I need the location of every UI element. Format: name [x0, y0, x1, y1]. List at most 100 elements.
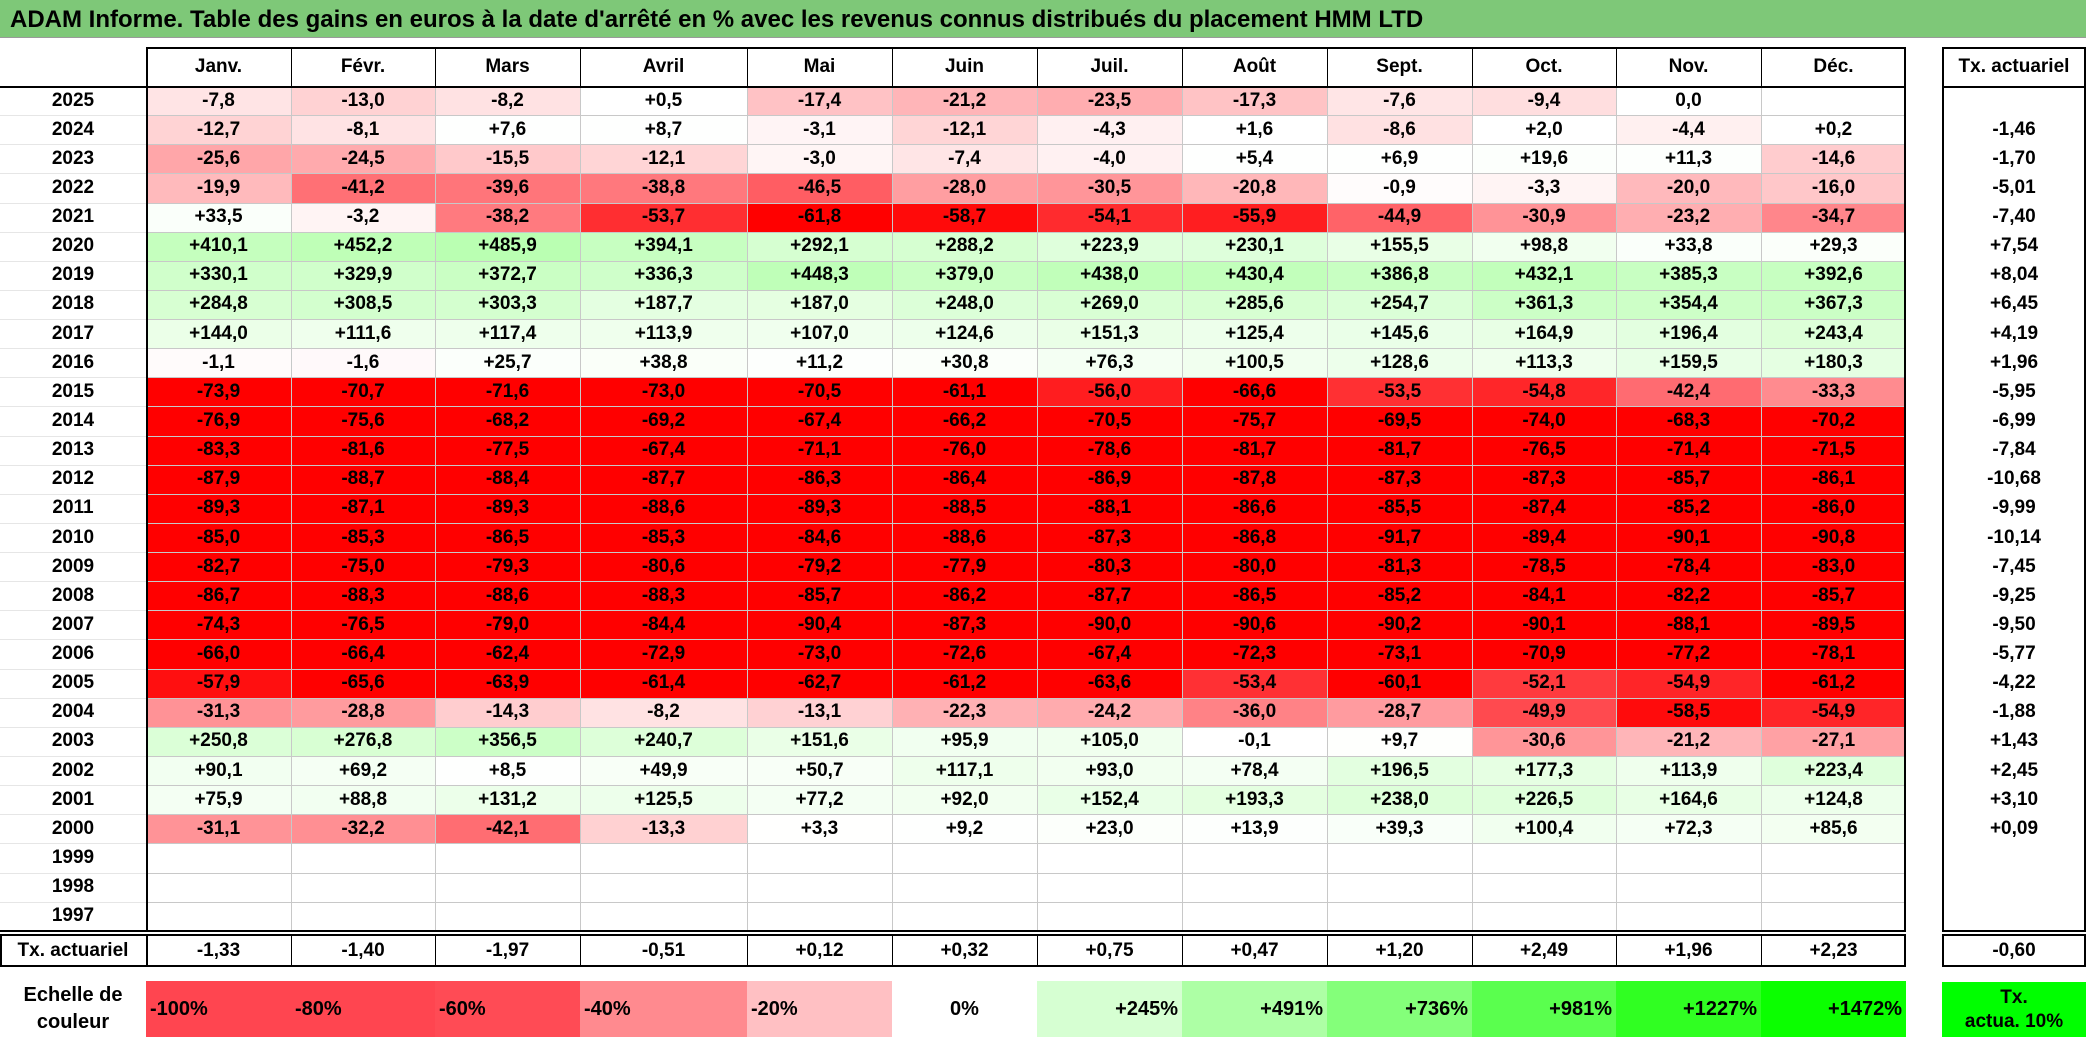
footer-label: Tx. actuariel	[17, 939, 129, 961]
year-label: 2002	[51, 759, 95, 781]
legend-label-line2: couleur	[36, 1011, 110, 1033]
heatmap-cell: -54,9	[1761, 697, 1906, 727]
heatmap-cell	[1616, 872, 1761, 902]
heatmap-cell: -87,3	[1037, 522, 1182, 553]
legend-stop: +1472%	[1761, 981, 1906, 1037]
row-gridline	[0, 610, 146, 612]
heatmap-cell: -24,2	[1037, 697, 1182, 727]
heatmap-cell: +113,3	[1472, 348, 1616, 378]
legend-label-line1: Echelle de	[23, 984, 123, 1006]
heatmap-cell: -20,0	[1616, 173, 1761, 203]
annual-rate-cell: +0,09	[1989, 817, 2039, 839]
annual-rate-cell: -9,25	[1992, 584, 2036, 606]
heatmap-cell: -75,0	[291, 552, 435, 582]
heatmap-cell: +187,0	[747, 289, 892, 320]
footer-rate-cell: +2,49	[1519, 939, 1569, 961]
heatmap-cell: -54,9	[1616, 668, 1761, 698]
row-gridline	[146, 901, 1906, 903]
heatmap-cell: +105,0	[1037, 726, 1182, 756]
heatmap-cell: -66,2	[892, 406, 1037, 436]
heatmap-cell: -70,2	[1761, 406, 1906, 436]
heatmap-cell: -23,2	[1616, 202, 1761, 232]
heatmap-cell: -66,4	[291, 639, 435, 669]
col-gridline	[1182, 86, 1183, 931]
heatmap-cell: -90,4	[747, 610, 892, 640]
heatmap-cell: -77,9	[892, 552, 1037, 582]
heatmap-cell: +7,6	[435, 115, 580, 145]
heatmap-cell: -4,3	[1037, 115, 1182, 145]
year-label: 2023	[51, 147, 95, 169]
heatmap-cell: -22,3	[892, 697, 1037, 727]
heatmap-cell: +107,0	[747, 319, 892, 349]
heatmap-cell: -85,7	[1616, 464, 1761, 494]
heatmap-cell: -13,1	[747, 697, 892, 727]
year-label: 2012	[51, 468, 95, 490]
heatmap-cell: +164,6	[1616, 785, 1761, 815]
year-label: 2005	[51, 672, 95, 694]
heatmap-cell: -68,3	[1616, 406, 1761, 436]
heatmap-cell: -23,5	[1037, 86, 1182, 116]
heatmap-cell: +367,3	[1761, 289, 1906, 320]
row-gridline	[146, 726, 1906, 728]
heatmap-cell	[146, 901, 291, 931]
col-gridline	[1761, 86, 1762, 931]
heatmap-cell: -86,5	[1182, 581, 1327, 611]
row-gridline	[0, 319, 146, 321]
heatmap-cell: +3,3	[747, 814, 892, 844]
heatmap-cell: -88,6	[892, 522, 1037, 553]
legend-stop: +736%	[1327, 981, 1472, 1037]
heatmap-cell: -28,7	[1327, 697, 1472, 727]
heatmap-cell: -14,3	[435, 697, 580, 727]
heatmap-cell: +2,0	[1472, 115, 1616, 145]
table-border	[0, 965, 1906, 967]
row-gridline	[146, 668, 1906, 670]
year-label: 2006	[51, 643, 95, 665]
heatmap-cell: -61,8	[747, 202, 892, 232]
heatmap-cell: -61,1	[892, 377, 1037, 407]
heatmap-cell: -36,0	[1182, 697, 1327, 727]
row-gridline	[0, 639, 146, 641]
heatmap-cell: +77,2	[747, 785, 892, 815]
footer-rate-cell: +0,47	[1230, 939, 1279, 961]
heatmap-cell: +0,2	[1761, 115, 1906, 145]
heatmap-cell	[1037, 901, 1182, 931]
heatmap-cell: -91,7	[1327, 522, 1472, 553]
heatmap-cell: -66,0	[146, 639, 291, 669]
heatmap-cell: -86,8	[1182, 522, 1327, 553]
row-gridline	[146, 697, 1906, 699]
heatmap-cell: -86,0	[1761, 493, 1906, 523]
heatmap-cell: -85,5	[1327, 493, 1472, 523]
table-border	[0, 934, 1906, 936]
heatmap-cell: -73,9	[146, 377, 291, 407]
annual-rate-cell: +2,45	[1989, 759, 2039, 781]
heatmap-cell: +240,7	[580, 726, 747, 756]
table-border	[1942, 934, 2086, 936]
col-gridline	[1037, 934, 1038, 967]
year-label: 2001	[51, 788, 95, 810]
heatmap-cell	[1327, 843, 1472, 873]
heatmap-cell: -80,6	[580, 552, 747, 582]
heatmap-cell: +151,6	[747, 726, 892, 756]
heatmap-cell	[291, 843, 435, 873]
month-header: Mars	[485, 55, 530, 77]
col-gridline	[580, 934, 581, 967]
heatmap-cell: +125,4	[1182, 319, 1327, 349]
heatmap-cell: -78,5	[1472, 552, 1616, 582]
heatmap-cell: -78,6	[1037, 435, 1182, 465]
heatmap-cell: -86,5	[435, 522, 580, 553]
row-gridline	[146, 872, 1906, 874]
col-gridline	[1037, 47, 1038, 86]
table-border	[146, 47, 148, 931]
footer-rate-cell: -1,40	[341, 939, 385, 961]
month-header: Août	[1232, 55, 1277, 77]
heatmap-cell: -3,2	[291, 202, 435, 232]
heatmap-cell: -1,6	[291, 348, 435, 378]
footer-rate-cell: -1,97	[485, 939, 530, 961]
col-gridline	[291, 86, 292, 931]
year-label: 2022	[51, 176, 95, 198]
heatmap-cell: -86,1	[1761, 464, 1906, 494]
heatmap-cell	[435, 843, 580, 873]
heatmap-cell: -61,2	[1761, 668, 1906, 698]
row-gridline	[0, 231, 146, 233]
month-header: Janv.	[194, 55, 243, 77]
